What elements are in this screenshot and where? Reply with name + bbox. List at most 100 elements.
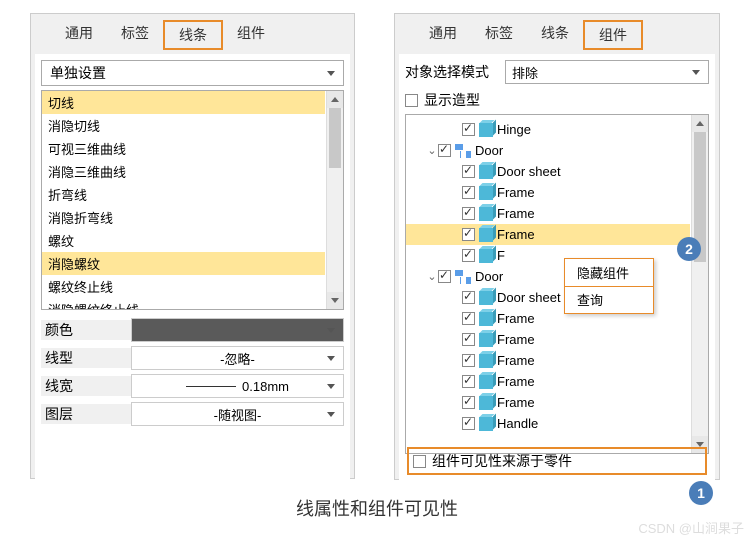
tree-node[interactable]: Frame [406, 182, 690, 203]
mode-select[interactable]: 排除 [505, 60, 709, 84]
tab-component[interactable]: 组件 [223, 20, 279, 50]
caret-icon [327, 328, 335, 333]
ctx-query[interactable]: 查询 [565, 286, 653, 313]
node-checkbox[interactable] [462, 249, 475, 262]
list-item[interactable]: 螺纹 [42, 229, 325, 252]
ctx-hide-component[interactable]: 隐藏组件 [564, 258, 654, 287]
list-item[interactable]: 可视三维曲线 [42, 137, 325, 160]
tab-general[interactable]: 通用 [51, 20, 107, 50]
node-label: Frame [497, 206, 535, 221]
component-visibility-panel: 通用 标签 线条 组件 对象选择模式 排除 显示造型 Hinge⌄DoorDoo… [394, 13, 720, 480]
tree-node[interactable]: Hinge [406, 119, 690, 140]
node-checkbox[interactable] [462, 123, 475, 136]
node-label: Door [475, 269, 503, 284]
line-type-list[interactable]: 切线消隐切线可视三维曲线消隐三维曲线折弯线消隐折弯线螺纹消隐螺纹螺纹终止线消隐螺… [41, 90, 344, 310]
tab-label[interactable]: 标签 [471, 20, 527, 50]
context-menu: 隐藏组件 查询 [564, 258, 654, 314]
scrollbar[interactable] [691, 115, 708, 453]
show-model-checkbox[interactable] [405, 94, 418, 107]
tree-node[interactable]: Frame [406, 224, 690, 245]
linetype-select[interactable]: -忽略- [131, 346, 344, 370]
expand-icon[interactable]: ⌄ [426, 144, 438, 157]
scroll-thumb[interactable] [329, 108, 341, 168]
visibility-label: 组件可见性来源于零件 [432, 451, 572, 471]
node-label: Handle [497, 416, 538, 431]
tree-node[interactable]: Frame [406, 329, 690, 350]
callout-badge-2: 2 [677, 237, 701, 261]
node-checkbox[interactable] [462, 186, 475, 199]
lineweight-select[interactable]: 0.18mm [131, 374, 344, 398]
list-item[interactable]: 消隐折弯线 [42, 206, 325, 229]
list-item[interactable]: 消隐三维曲线 [42, 160, 325, 183]
linetype-label: 线型 [41, 348, 131, 368]
caret-icon [327, 71, 335, 76]
list-item[interactable]: 折弯线 [42, 183, 325, 206]
tree-node[interactable]: Frame [406, 392, 690, 413]
dropdown-value: 单独设置 [50, 63, 106, 83]
tab-line[interactable]: 线条 [163, 20, 223, 50]
watermark: CSDN @山涧果子 [638, 518, 744, 537]
node-checkbox[interactable] [438, 270, 451, 283]
tree-node[interactable]: Frame [406, 350, 690, 371]
list-item[interactable]: 消隐螺纹终止线 [42, 298, 325, 309]
scroll-up-icon[interactable] [327, 91, 343, 108]
tab-general[interactable]: 通用 [415, 20, 471, 50]
line-properties-panel: 通用 标签 线条 组件 单独设置 切线消隐切线可视三维曲线消隐三维曲线折弯线消隐… [30, 13, 355, 479]
property-table: 颜色 线型 -忽略- 线宽 0.18mm 图层 -随视图- [41, 316, 344, 428]
list-item[interactable]: 消隐切线 [42, 114, 325, 137]
scroll-down-icon[interactable] [327, 292, 343, 309]
scroll-up-icon[interactable] [692, 115, 708, 132]
node-label: Door sheet [497, 164, 561, 179]
node-checkbox[interactable] [462, 165, 475, 178]
caret-icon [327, 356, 335, 361]
node-checkbox[interactable] [438, 144, 451, 157]
scrollbar[interactable] [326, 91, 343, 309]
part-icon [479, 228, 493, 242]
tree-node[interactable]: Frame [406, 371, 690, 392]
node-checkbox[interactable] [462, 417, 475, 430]
tab-component[interactable]: 组件 [583, 20, 643, 50]
lineweight-label: 线宽 [41, 376, 131, 396]
layer-label: 图层 [41, 404, 131, 424]
assembly-icon [455, 144, 471, 158]
list-item[interactable]: 切线 [42, 91, 325, 114]
node-checkbox[interactable] [462, 396, 475, 409]
node-label: Frame [497, 395, 535, 410]
node-label: Frame [497, 353, 535, 368]
part-icon [479, 312, 493, 326]
show-model-label: 显示造型 [424, 90, 480, 110]
node-checkbox[interactable] [462, 354, 475, 367]
panel-body: 对象选择模式 排除 显示造型 Hinge⌄DoorDoor sheetFrame… [399, 54, 715, 483]
callout-badge-1: 1 [689, 481, 713, 505]
node-checkbox[interactable] [462, 375, 475, 388]
list-item[interactable]: 消隐螺纹 [42, 252, 325, 275]
node-label: Frame [497, 227, 535, 242]
node-checkbox[interactable] [462, 312, 475, 325]
layer-select[interactable]: -随视图- [131, 402, 344, 426]
tab-label[interactable]: 标签 [107, 20, 163, 50]
node-checkbox[interactable] [462, 207, 475, 220]
visibility-checkbox[interactable] [413, 455, 426, 468]
tree-node[interactable]: Door sheet [406, 161, 690, 182]
tabs: 通用 标签 线条 组件 [395, 14, 719, 50]
tree-node[interactable]: Handle [406, 413, 690, 434]
node-checkbox[interactable] [462, 333, 475, 346]
node-label: Hinge [497, 122, 531, 137]
part-icon [479, 417, 493, 431]
node-checkbox[interactable] [462, 228, 475, 241]
part-icon [479, 291, 493, 305]
color-swatch[interactable] [131, 318, 344, 342]
caret-icon [327, 384, 335, 389]
expand-icon[interactable]: ⌄ [426, 270, 438, 283]
part-icon [479, 249, 493, 263]
list-item[interactable]: 螺纹终止线 [42, 275, 325, 298]
component-tree[interactable]: Hinge⌄DoorDoor sheetFrameFrameFrameF⌄Doo… [405, 114, 709, 454]
mode-dropdown[interactable]: 单独设置 [41, 60, 344, 86]
assembly-icon [455, 270, 471, 284]
node-checkbox[interactable] [462, 291, 475, 304]
mode-label: 对象选择模式 [405, 62, 505, 82]
node-label: F [497, 248, 505, 263]
tree-node[interactable]: Frame [406, 203, 690, 224]
tree-node[interactable]: ⌄Door [406, 140, 690, 161]
tab-line[interactable]: 线条 [527, 20, 583, 50]
